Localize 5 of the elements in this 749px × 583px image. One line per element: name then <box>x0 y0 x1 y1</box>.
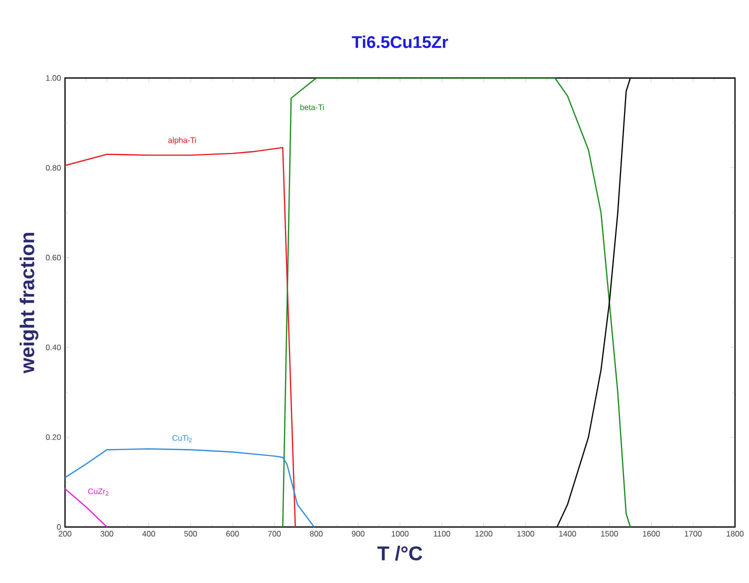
line-series <box>65 146 296 527</box>
x-axis-title: T /°C <box>377 546 422 561</box>
line-series <box>65 448 315 527</box>
y-axis-title: weight fraction <box>20 232 38 374</box>
chart-title: Ti6.5Cu15Zr <box>352 36 448 48</box>
